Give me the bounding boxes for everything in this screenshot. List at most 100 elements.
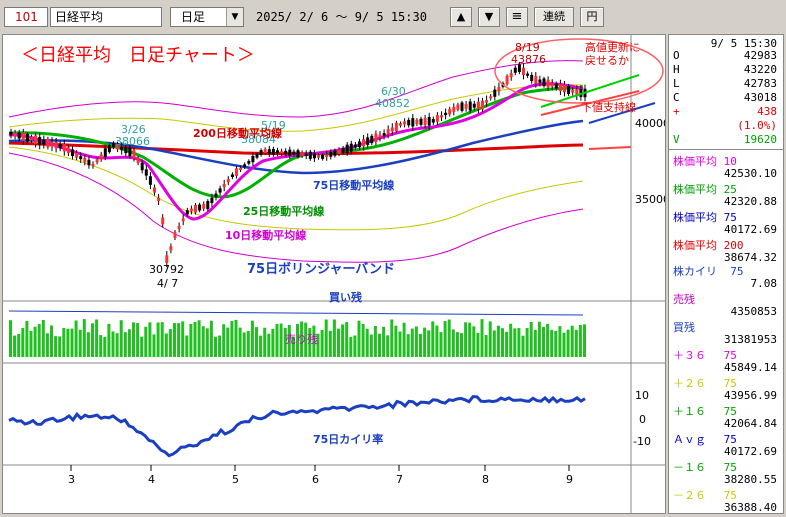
side-datetime: 9/ 5 15:30 [710, 37, 777, 50]
band-side-label: ＋１６ 75 [673, 405, 737, 418]
margin-bar [509, 323, 513, 357]
bollinger-upper3 [8, 60, 584, 118]
margin-bar [406, 334, 410, 357]
kairi-label: 75日カイリ率 [313, 432, 383, 446]
candle-body [423, 118, 427, 126]
margin-bar [127, 329, 131, 357]
buy-side-label: 買残 [673, 321, 695, 334]
margin-bar [33, 326, 37, 357]
margin-bar [419, 333, 422, 357]
margin-bar [17, 334, 21, 357]
margin-bar [74, 320, 78, 357]
margin-bar [382, 326, 386, 357]
margin-bar [451, 329, 455, 357]
symbol-name-field[interactable]: 日経平均 [50, 7, 162, 27]
margin-bar [201, 326, 205, 357]
band-side-value: 40172.69 [724, 445, 777, 458]
margin-bar [123, 332, 127, 357]
margin-bar [214, 336, 217, 357]
candle-body [99, 154, 103, 160]
margin-bar [173, 323, 176, 357]
ma-side-label: 株価平均 75 [673, 211, 737, 224]
candle-body [321, 154, 325, 159]
margin-bar [86, 332, 90, 357]
candle-body [91, 163, 95, 167]
margin-bar [439, 332, 443, 357]
candle-body [169, 246, 173, 251]
candle-body [103, 148, 107, 158]
yen-button[interactable]: 円 [580, 7, 604, 27]
candle-body [345, 144, 349, 154]
margin-bar [160, 322, 164, 357]
chart-panel[interactable]: ＜日経平均 日足チャート＞ 8/19 43876 6/30 40852 5/19… [2, 34, 670, 514]
candle-body [456, 104, 460, 110]
ohlc-key: C [673, 91, 680, 104]
margin-bar [312, 325, 316, 357]
candle-body [144, 169, 148, 176]
margin-bar [242, 332, 246, 357]
yen-label: 円 [586, 10, 598, 23]
margin-bar [550, 329, 554, 357]
chevron-down-icon: ▼ [226, 8, 243, 26]
bollinger-label: 75日ボリンジャーバンド [247, 261, 395, 277]
sell-side-label: 売残 [673, 293, 695, 306]
margin-bar [398, 331, 402, 357]
kairi-tick-neg10: -10 [633, 435, 651, 448]
candle-body [435, 115, 439, 122]
sell-margin-label: 売り残 [285, 332, 318, 346]
candle-body [226, 179, 230, 183]
candle-body [534, 75, 538, 84]
margin-bar [476, 332, 480, 357]
candle-body [210, 197, 214, 203]
period-select[interactable]: 日足 ▼ [170, 7, 244, 27]
candle-body [194, 204, 197, 213]
margin-bar [505, 331, 509, 357]
candle-body [284, 150, 288, 155]
candle-body [235, 168, 238, 177]
band-side-value: 38280.55 [724, 473, 777, 486]
margin-bar [205, 328, 209, 357]
scroll-down-button[interactable]: ▼ [478, 7, 500, 27]
candle-body [411, 118, 415, 127]
margin-bar [464, 322, 468, 357]
margin-bar [583, 324, 586, 357]
margin-bar [185, 335, 189, 357]
bollinger-upper2 [8, 84, 584, 132]
candle-body [181, 218, 185, 222]
code-value: 101 [15, 10, 38, 24]
margin-bar [546, 323, 550, 357]
margin-bar [566, 329, 570, 357]
candle-body [538, 79, 542, 83]
margin-bar [525, 328, 529, 357]
band-side-label: ＋３６ 75 [673, 349, 737, 362]
x-tick-label: 9 [566, 473, 573, 486]
forecast-line1: 高値更新に [585, 40, 640, 54]
y-tick-40000: 40000 [635, 117, 665, 130]
margin-bar [529, 321, 533, 357]
menu-button[interactable]: ≡ [506, 7, 528, 27]
continuous-button[interactable]: 連続 [534, 7, 574, 27]
candle-body [550, 83, 554, 87]
candle-body [9, 131, 13, 136]
candle-body [263, 148, 267, 154]
candle-body [472, 103, 476, 108]
candle-body [230, 174, 234, 178]
scroll-up-button[interactable]: ▲ [450, 7, 472, 27]
candlesticks [9, 62, 587, 268]
candle-body [120, 146, 124, 151]
buy-margin-line [8, 310, 584, 316]
margin-bar [304, 322, 308, 357]
candle-body [513, 67, 517, 73]
margin-bar [349, 336, 353, 357]
margin-bar [259, 335, 263, 357]
candle-body [558, 83, 562, 92]
volume-key: V [673, 133, 680, 146]
margin-bar [496, 325, 500, 357]
price-chart[interactable]: ＜日経平均 日足チャート＞ 8/19 43876 6/30 40852 5/19… [3, 35, 670, 513]
code-field[interactable]: 101 [4, 7, 48, 27]
margin-bar [230, 320, 234, 357]
margin-bar [234, 319, 238, 357]
ma-side-value: 40172.69 [724, 223, 777, 236]
ma-side-value: 42530.10 [724, 167, 777, 180]
kairi-side-label: 株カイリ 75 [673, 263, 744, 279]
